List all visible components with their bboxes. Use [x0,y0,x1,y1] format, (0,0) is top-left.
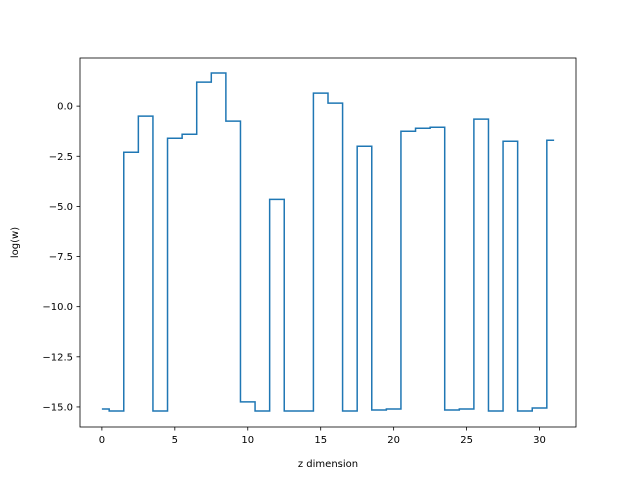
x-tick-label: 25 [460,435,473,446]
x-tick-label: 15 [314,435,327,446]
y-tick-label: −2.5 [49,152,73,163]
x-axis-label: z dimension [298,459,358,470]
x-tick-label: 0 [99,435,105,446]
y-tick-label: −5.0 [49,202,73,213]
x-axis-ticks: 0 5 10 15 20 25 30 [99,427,546,446]
y-tick-label: −15.0 [42,402,73,413]
x-tick-label: 30 [533,435,546,446]
y-axis-label: log(w) [10,227,21,258]
y-tick-label: 0.0 [57,102,73,113]
x-tick-label: 10 [241,435,254,446]
y-tick-label: −12.5 [42,352,73,363]
y-tick-label: −10.0 [42,302,73,313]
y-axis-ticks: 0.0 −2.5 −5.0 −7.5 −10.0 −12.5 −15.0 [42,102,80,413]
x-tick-label: 20 [387,435,400,446]
y-tick-label: −7.5 [49,252,73,263]
x-tick-label: 5 [172,435,178,446]
series-layer [101,72,555,412]
plot-area-frame [79,57,577,428]
series-line-0 [101,72,555,412]
